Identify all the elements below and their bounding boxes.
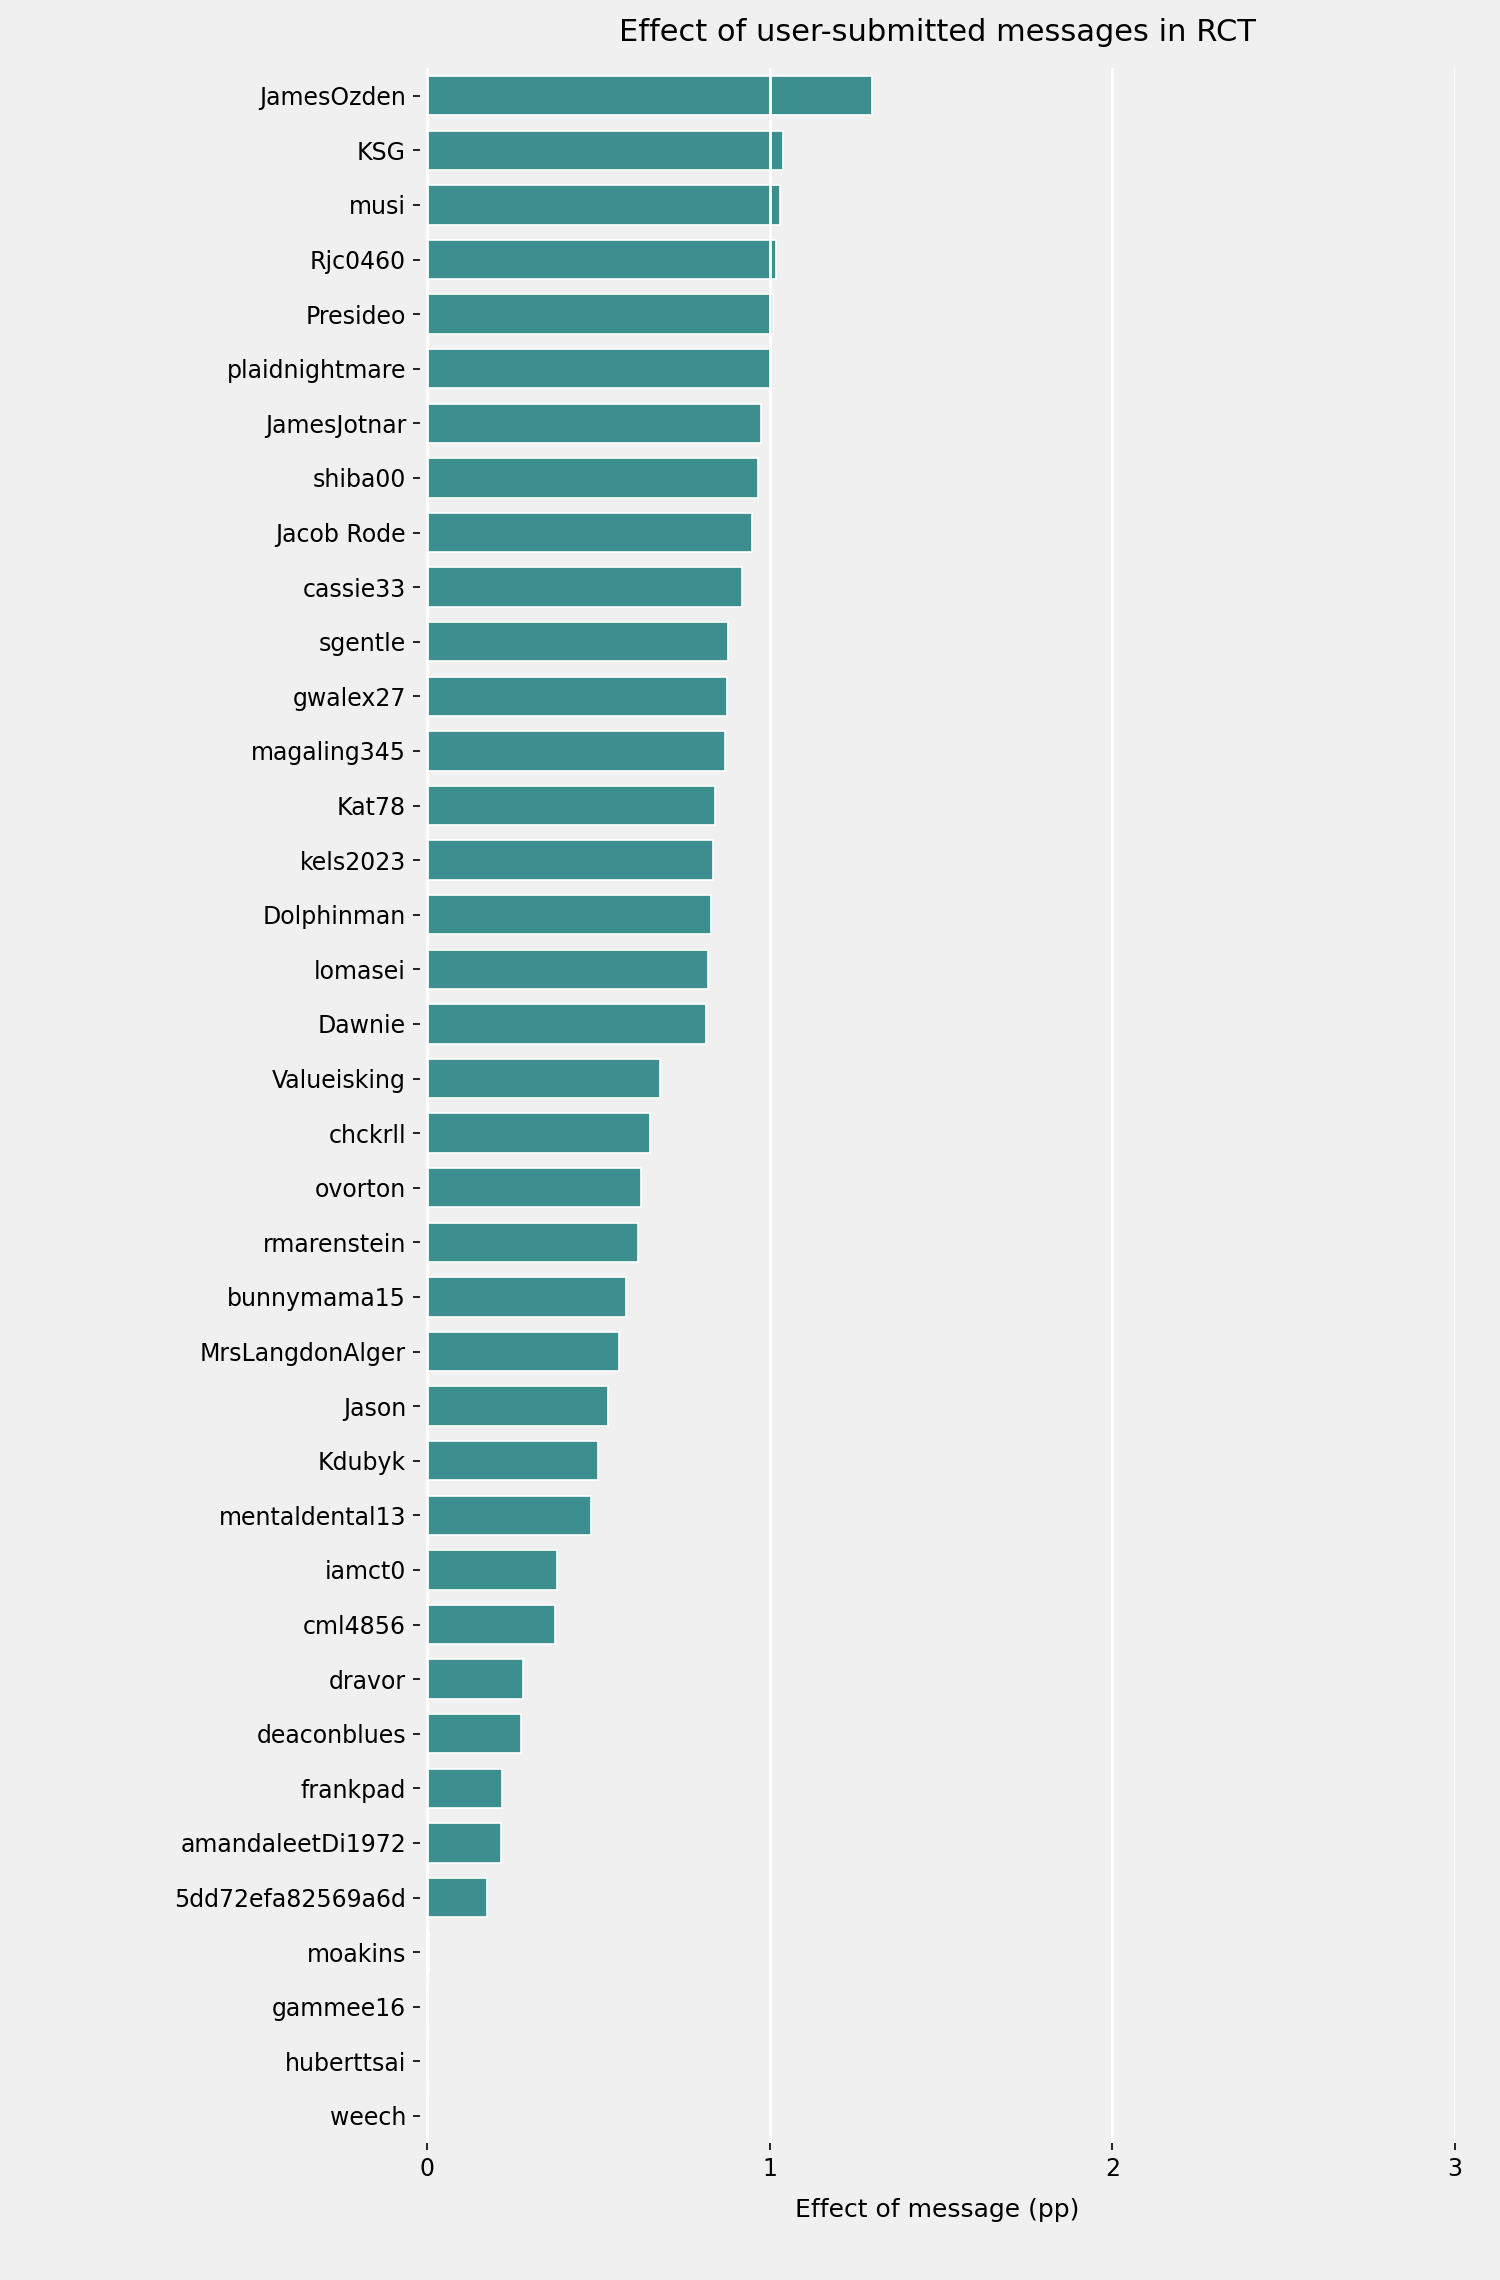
Bar <box>427 349 771 388</box>
Bar <box>427 1277 626 1316</box>
Bar <box>427 841 712 880</box>
Bar <box>427 75 873 116</box>
Bar <box>427 1824 501 1863</box>
Bar <box>427 1332 620 1370</box>
Bar <box>427 1605 555 1644</box>
Bar <box>427 1003 706 1044</box>
Bar <box>427 239 777 278</box>
Bar <box>427 1715 520 1753</box>
Bar <box>427 130 783 171</box>
Title: Effect of user-submitted messages in RCT: Effect of user-submitted messages in RCT <box>620 18 1256 46</box>
Bar <box>427 1879 488 1917</box>
Bar <box>427 1660 524 1699</box>
Bar <box>427 896 711 935</box>
Bar <box>427 1113 650 1154</box>
Bar <box>427 1167 640 1208</box>
Bar <box>427 185 780 223</box>
Bar <box>427 787 714 825</box>
Bar <box>427 1441 598 1480</box>
Bar <box>427 677 726 716</box>
Bar <box>427 951 708 990</box>
Bar <box>427 1933 429 1972</box>
Bar <box>427 1496 591 1534</box>
Bar <box>427 1222 638 1261</box>
Bar <box>427 568 742 606</box>
Bar <box>427 732 724 771</box>
Bar <box>427 1386 609 1425</box>
Bar <box>427 1058 660 1099</box>
X-axis label: Effect of message (pp): Effect of message (pp) <box>795 2198 1080 2221</box>
Bar <box>427 513 753 552</box>
Bar <box>427 622 729 661</box>
Bar <box>427 1550 556 1589</box>
Bar <box>427 1769 502 1808</box>
Bar <box>427 404 760 442</box>
Bar <box>427 458 758 497</box>
Bar <box>427 294 772 333</box>
